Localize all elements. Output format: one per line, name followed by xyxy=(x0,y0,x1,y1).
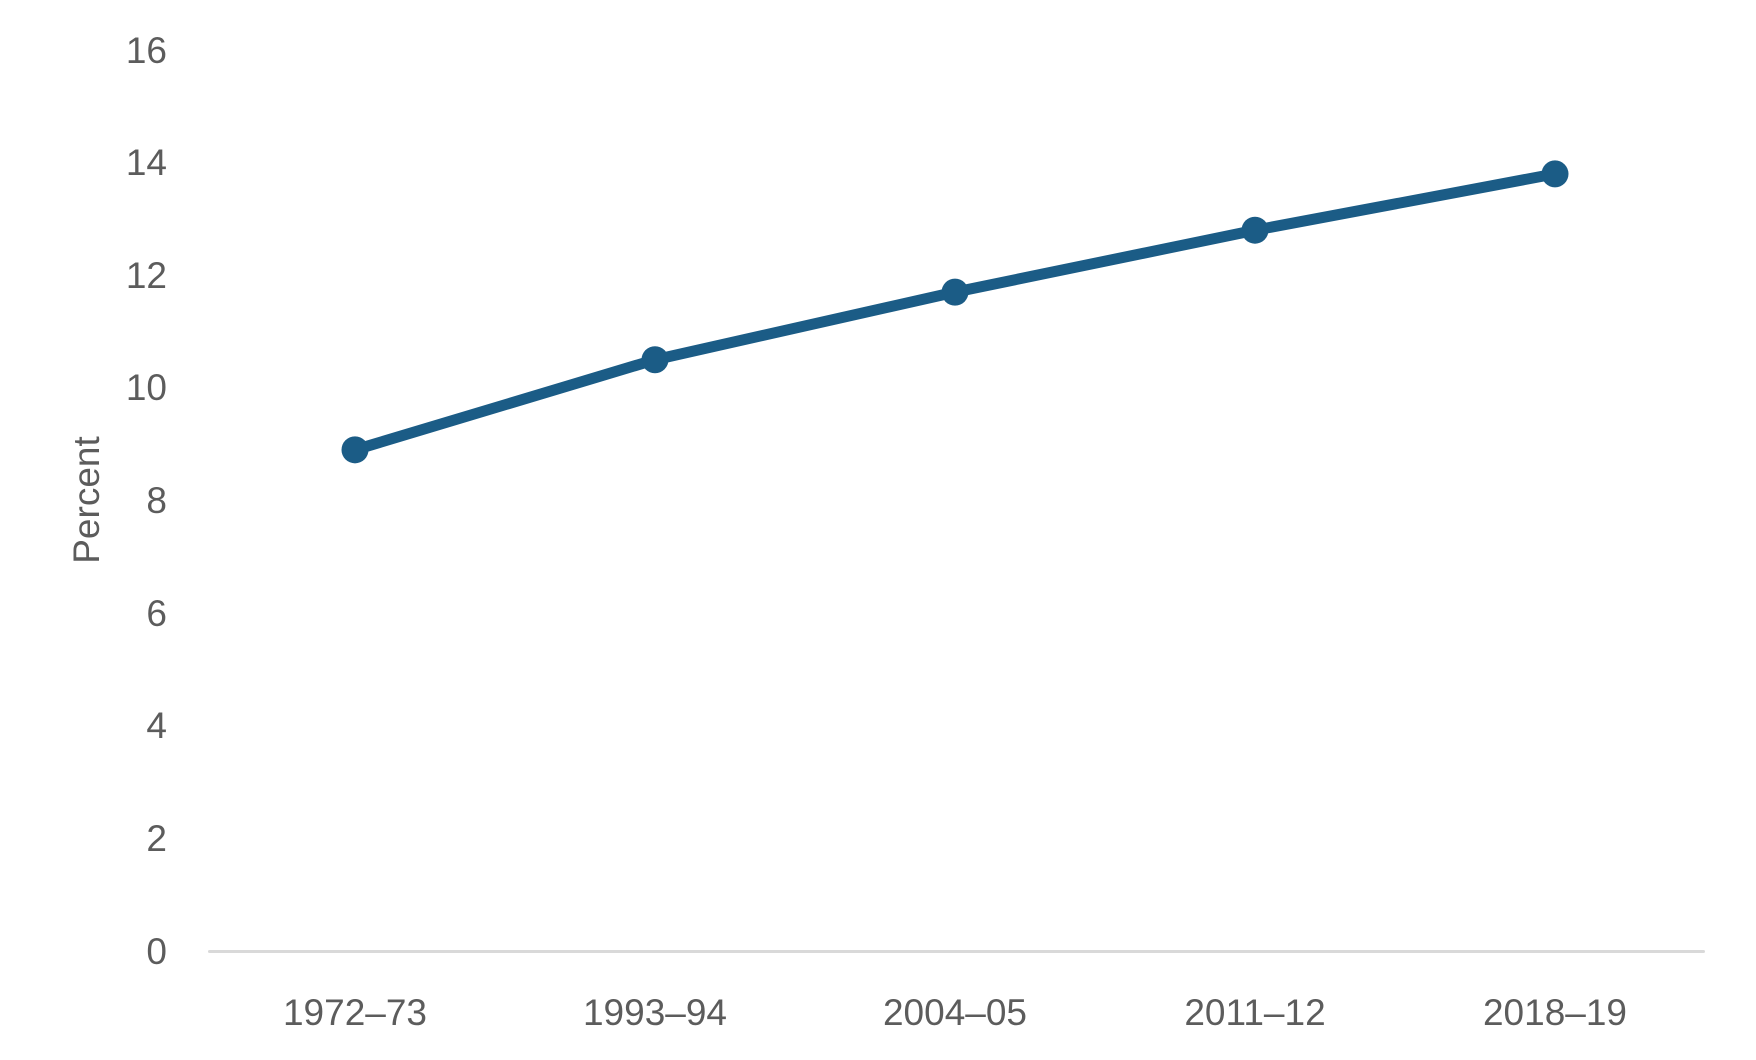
data-point-marker xyxy=(941,278,969,306)
data-point-marker xyxy=(641,346,669,374)
data-point-marker xyxy=(341,436,369,464)
y-tick-label: 0 xyxy=(146,930,167,972)
x-tick-label: 2004–05 xyxy=(882,992,1028,1033)
y-tick-label: 8 xyxy=(146,480,167,521)
x-tick-label: 2011–12 xyxy=(1184,992,1326,1033)
y-tick-label: 2 xyxy=(146,817,167,859)
y-tick-label: 12 xyxy=(125,254,167,296)
y-tick-label: 10 xyxy=(125,367,167,409)
y-tick-label: 14 xyxy=(125,142,167,184)
y-tick-label: 4 xyxy=(146,705,167,747)
data-point-marker xyxy=(1541,160,1569,188)
x-axis-line xyxy=(208,950,1705,953)
trend-line xyxy=(349,168,1561,456)
x-tick-label: 1993–94 xyxy=(582,992,728,1033)
y-tick-label: 6 xyxy=(146,592,167,634)
data-point-marker xyxy=(1241,216,1269,244)
x-tick-label: 1972–73 xyxy=(282,992,428,1033)
y-tick-label: 16 xyxy=(125,29,167,71)
x-tick-label: 2018–19 xyxy=(1482,992,1628,1033)
